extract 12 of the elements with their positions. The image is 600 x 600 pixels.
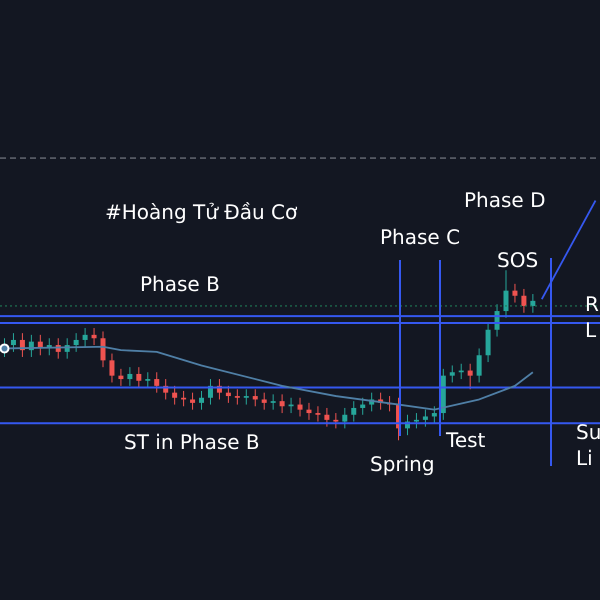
annotation: SOS: [497, 248, 538, 272]
text: Spring: [370, 452, 435, 476]
text: Phase D: [464, 188, 546, 212]
annotation: Phase B: [140, 272, 220, 296]
text: Li: [576, 446, 593, 470]
text: Phase C: [380, 225, 460, 249]
annotation: ST in Phase B: [124, 430, 260, 454]
annotation: R: [585, 292, 599, 316]
text: #Hoàng Tử Đầu Cơ: [105, 200, 298, 224]
annotation: Test: [446, 428, 486, 452]
annotation: Su: [576, 420, 600, 444]
annotation: L: [585, 318, 596, 342]
